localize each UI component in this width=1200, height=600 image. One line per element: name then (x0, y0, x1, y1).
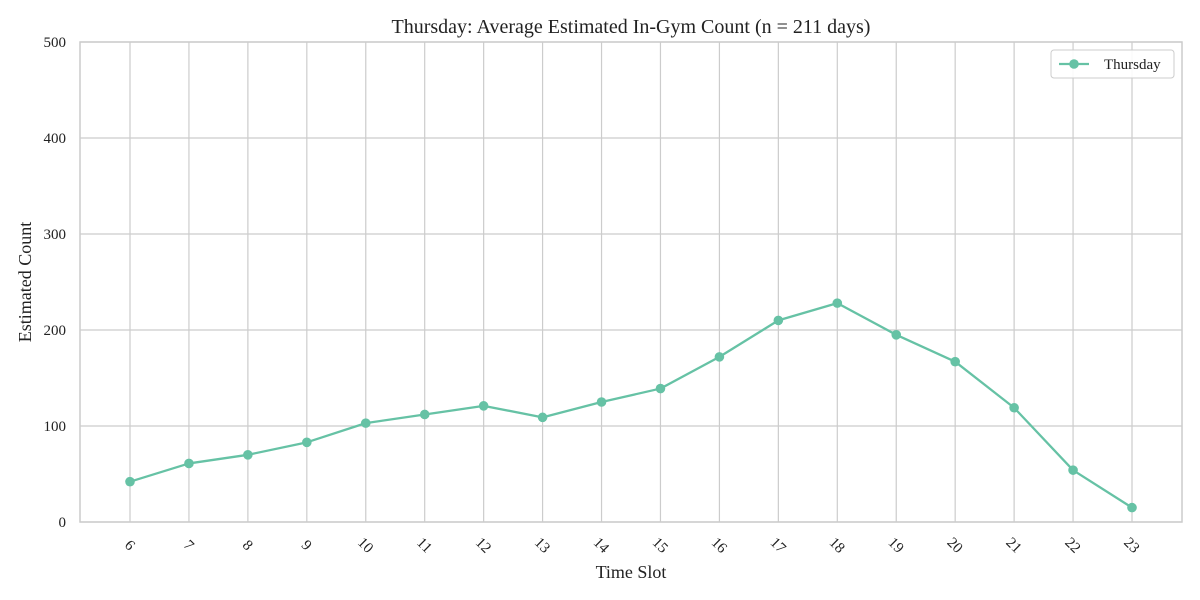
legend-label: Thursday (1104, 57, 1161, 73)
y-tick-label: 400 (44, 131, 67, 147)
data-point (714, 352, 725, 362)
y-tick-label: 100 (44, 419, 67, 435)
x-tick-label: 15 (649, 535, 671, 557)
data-point (537, 412, 548, 423)
data-point (1127, 502, 1137, 513)
x-tick-label: 19 (885, 535, 907, 557)
y-tick-label: 500 (44, 35, 67, 51)
y-axis-label: Estimated Count (15, 222, 35, 343)
x-tick-label: 14 (590, 535, 612, 557)
data-point (832, 298, 843, 308)
data-point (596, 397, 607, 407)
data-point (419, 409, 430, 420)
data-point (655, 383, 666, 394)
x-tick-label: 21 (1002, 535, 1024, 557)
x-tick-label: 18 (826, 535, 848, 557)
x-tick-label: 23 (1120, 535, 1142, 557)
chart-title: Thursday: Average Estimated In-Gym Count… (392, 16, 871, 38)
data-point (1068, 465, 1078, 475)
y-tick-label: 300 (44, 227, 67, 243)
data-point (125, 476, 135, 487)
data-point (891, 330, 902, 340)
series-line (129, 301, 1133, 509)
data-point (243, 450, 253, 460)
x-tick-label: 13 (531, 535, 553, 557)
data-point (773, 315, 784, 326)
x-tick-label: 7 (180, 537, 197, 554)
x-tick-label: 9 (298, 537, 315, 554)
legend-box (1050, 49, 1175, 79)
x-tick-label: 16 (708, 535, 730, 557)
x-tick-label: 6 (121, 537, 138, 554)
x-tick-label: 12 (472, 535, 494, 557)
y-tick-label: 200 (44, 323, 67, 339)
data-point (302, 437, 312, 448)
x-tick-label: 22 (1061, 535, 1083, 557)
data-point (478, 401, 489, 411)
legend: Thursday (1050, 49, 1175, 79)
data-point (950, 356, 960, 367)
series-layer (125, 298, 1137, 513)
plot-frame (79, 41, 1183, 523)
data-point (1009, 402, 1019, 413)
x-tick-label: 20 (944, 535, 966, 557)
x-tick-label: 11 (413, 535, 435, 557)
y-axis-ticks: 0 100 200 300 400 500 (44, 35, 67, 531)
x-tick-label: 10 (354, 535, 376, 557)
x-tick-label: 17 (767, 535, 789, 557)
grid (80, 41, 1182, 523)
y-tick-label: 0 (59, 515, 67, 531)
legend-marker (1069, 59, 1079, 69)
x-axis-ticks: 6 7 8 9 10 11 12 13 14 15 16 17 18 19 20 21 22 23 (121, 535, 1142, 557)
data-point (360, 418, 371, 428)
x-axis-label: Time Slot (596, 562, 667, 582)
x-tick-label: 8 (239, 537, 256, 554)
data-point (184, 458, 194, 469)
